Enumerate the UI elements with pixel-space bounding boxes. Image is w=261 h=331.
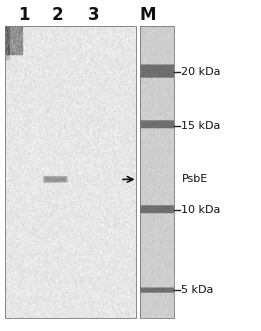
Text: 1: 1 (18, 6, 29, 24)
Bar (5, 26, 136, 318)
Text: 20 kDa: 20 kDa (181, 67, 221, 77)
Bar (140, 26, 174, 318)
Text: 15 kDa: 15 kDa (181, 120, 221, 130)
Text: 3: 3 (88, 6, 100, 24)
Text: M: M (139, 6, 156, 24)
Text: 5 kDa: 5 kDa (181, 285, 214, 295)
Text: 10 kDa: 10 kDa (181, 205, 221, 215)
Text: 2: 2 (52, 6, 63, 24)
Text: PsbE: PsbE (181, 174, 208, 184)
